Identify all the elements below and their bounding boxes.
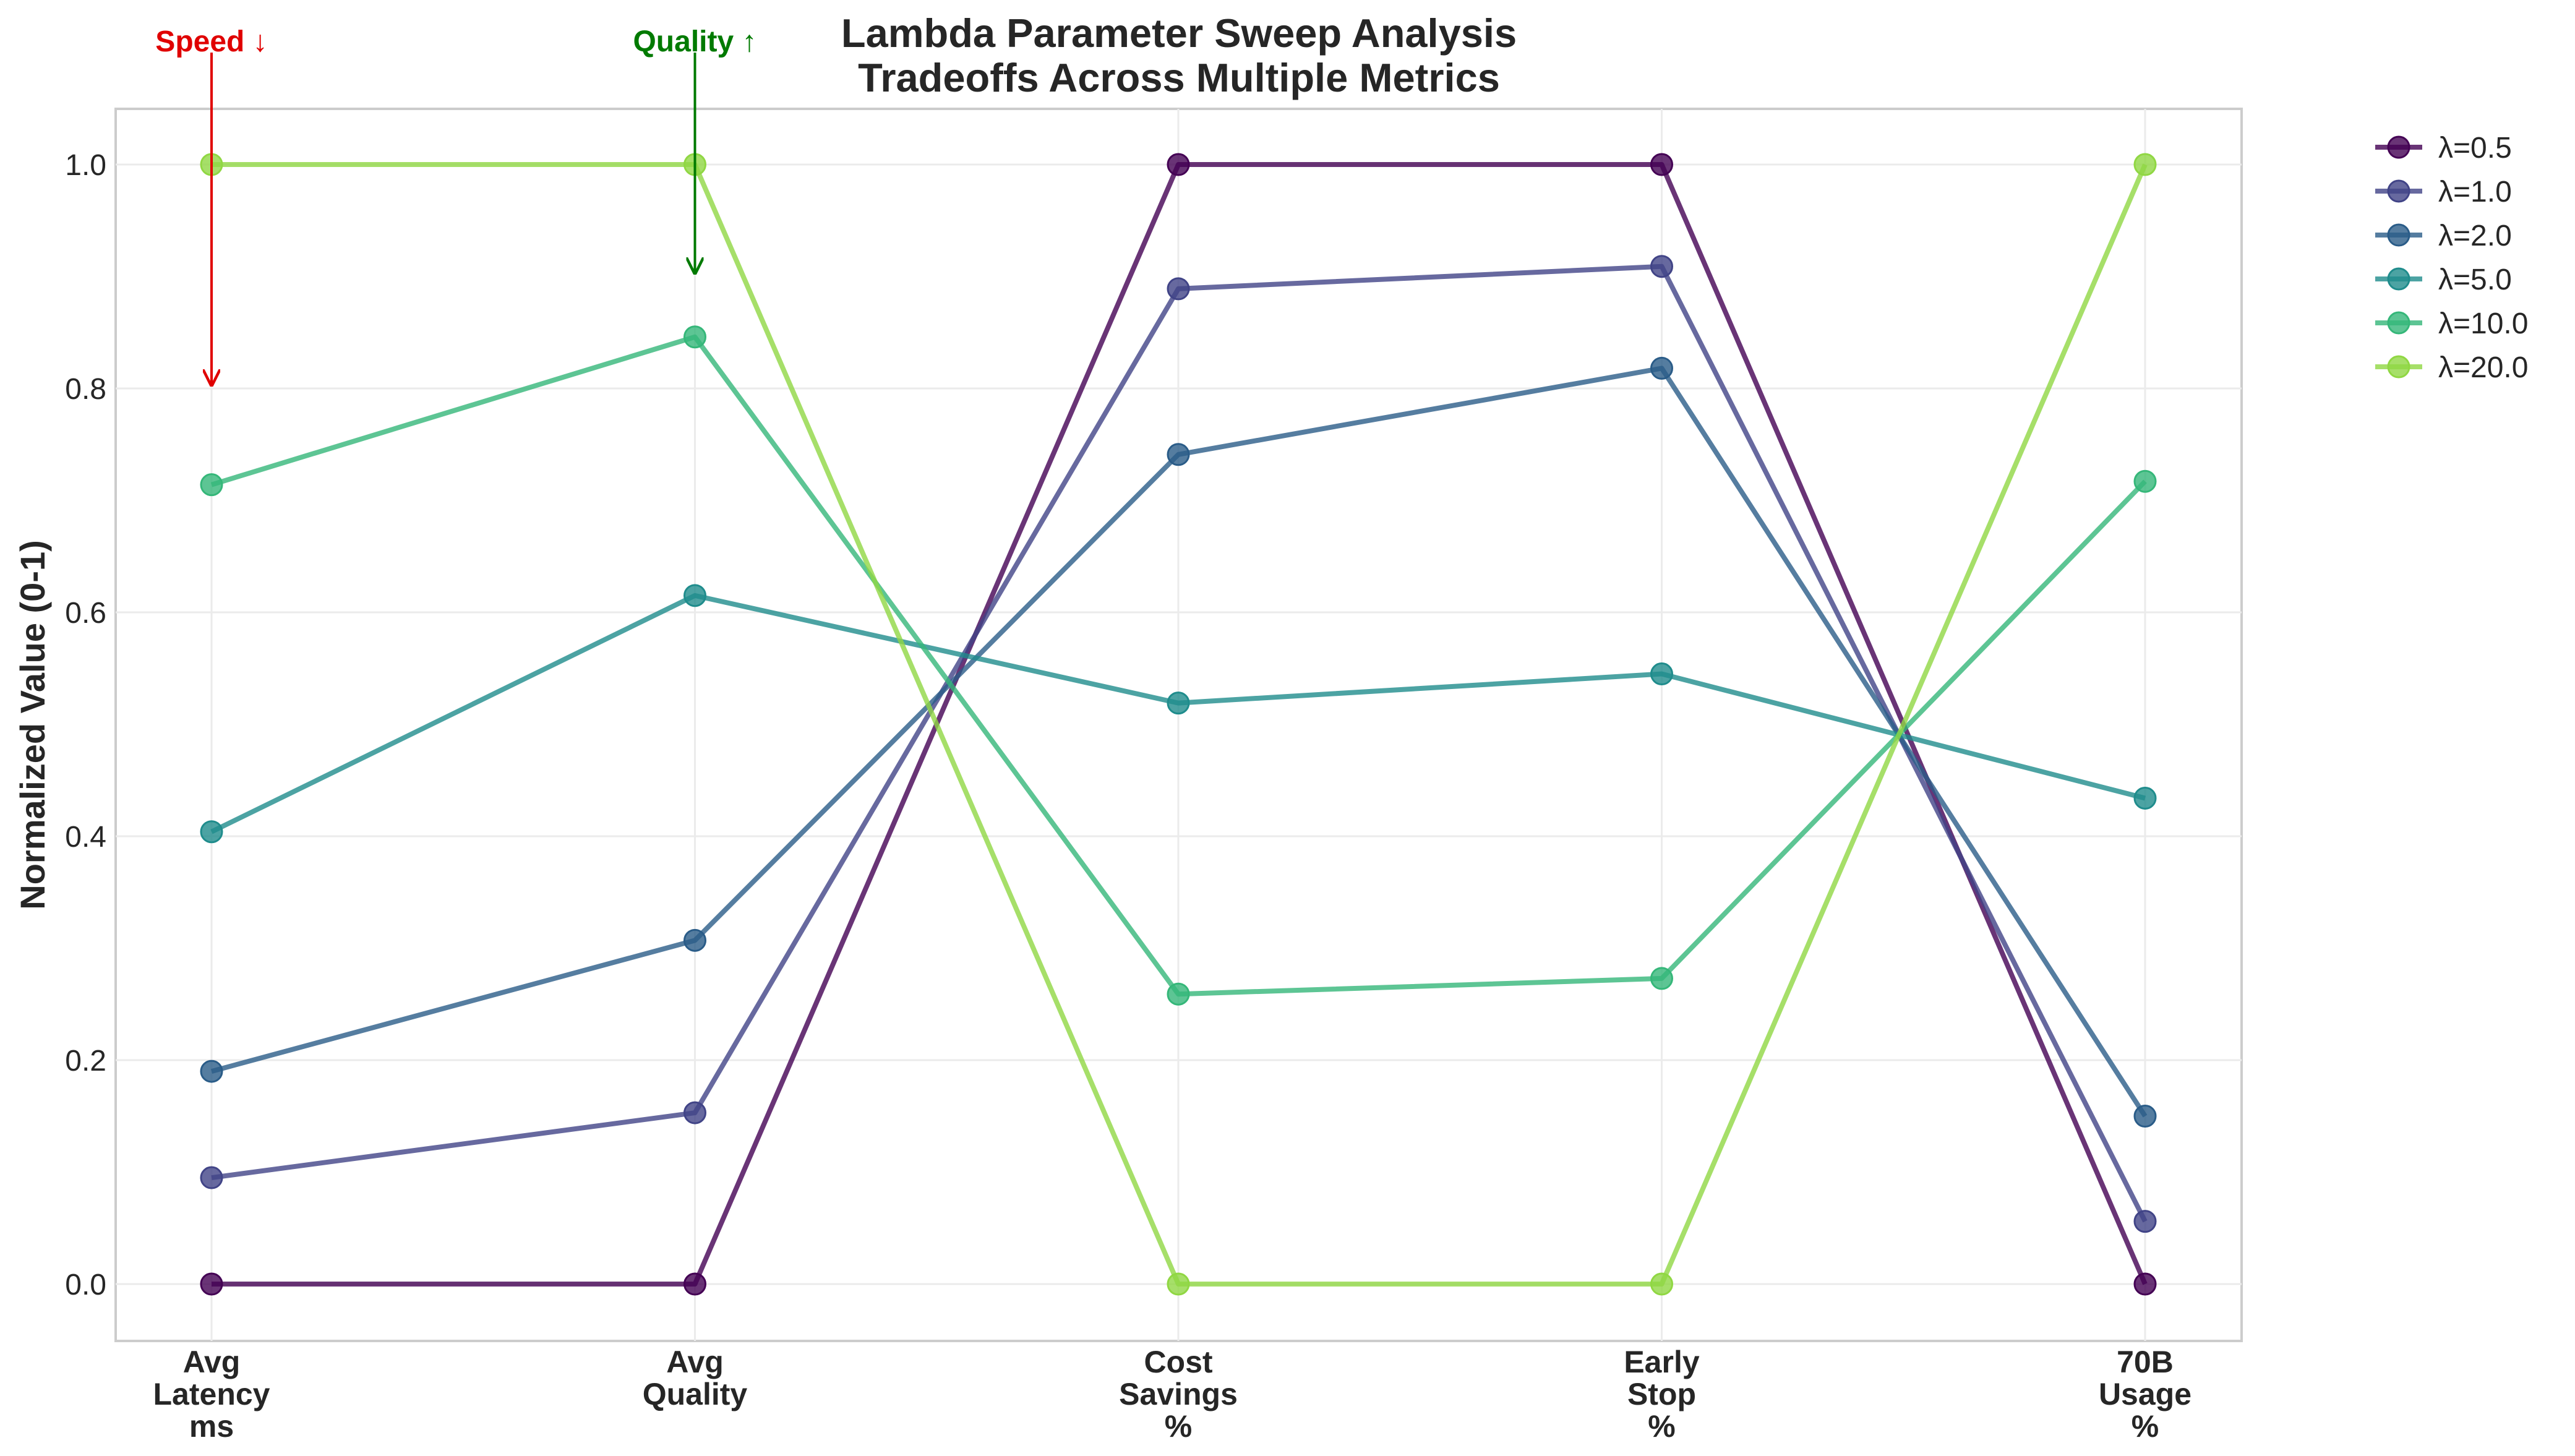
annotation-0: Speed ↓ (155, 25, 268, 385)
series-4 (200, 325, 2157, 1006)
legend: λ=0.5 λ=1.0 λ=2.0 λ=5.0 λ=10.0 λ=20.0 (2375, 132, 2528, 384)
legend-label: λ=5.0 (2438, 263, 2512, 296)
series-0 (200, 153, 2157, 1296)
legend-marker (2387, 135, 2410, 159)
x-tick-label: Avg Quality (643, 1345, 748, 1411)
x-tick-label: 70B Usage% (2099, 1345, 2192, 1444)
data-point (2133, 1272, 2157, 1296)
y-tick-label: 0.2 (65, 1045, 106, 1077)
data-point (200, 1272, 223, 1296)
legend-label: λ=1.0 (2438, 176, 2512, 208)
data-point (2133, 469, 2157, 493)
data-point (1167, 692, 1190, 715)
data-point (2133, 1105, 2157, 1128)
data-point (683, 325, 706, 349)
data-point (1167, 153, 1190, 176)
legend-item: λ=2.0 (2375, 220, 2512, 252)
data-point (683, 584, 706, 607)
y-axis-label: Normalized Value (0-1) (13, 540, 52, 910)
data-point (200, 1166, 223, 1189)
y-tick-label: 0.0 (65, 1269, 106, 1301)
legend-item: λ=20.0 (2375, 351, 2528, 384)
y-tick-label: 0.4 (65, 821, 106, 854)
data-point (1650, 967, 1673, 990)
legend-marker (2387, 179, 2410, 203)
legend-label: λ=20.0 (2438, 351, 2528, 384)
y-tick-label: 0.8 (65, 373, 106, 406)
data-point (2133, 153, 2157, 176)
data-point (1167, 982, 1190, 1006)
legend-marker (2387, 267, 2410, 291)
data-point (1650, 255, 1673, 278)
chart-title: Lambda Parameter Sweep Analysis (841, 11, 1517, 56)
data-point (2133, 786, 2157, 810)
data-point (200, 1060, 223, 1083)
series-2 (200, 356, 2157, 1128)
legend-marker (2387, 355, 2410, 379)
data-point (200, 820, 223, 844)
legend-item: λ=0.5 (2375, 132, 2512, 165)
legend-item: λ=10.0 (2375, 307, 2528, 340)
data-point (1650, 153, 1673, 176)
y-tick-label: 1.0 (65, 149, 106, 182)
chart-subtitle: Tradeoffs Across Multiple Metrics (858, 55, 1500, 100)
x-axis-ticks: Avg Latency ms Avg Quality Cost Savings % Early S… (153, 1345, 2192, 1444)
data-point (683, 1272, 706, 1296)
annotation-1: Quality ↑ (633, 25, 757, 273)
data-point (1650, 356, 1673, 380)
data-point (1167, 277, 1190, 301)
legend-marker (2387, 311, 2410, 335)
annotations: Speed ↓ Quality ↑ (155, 25, 757, 385)
series-1 (200, 255, 2157, 1233)
series-5 (200, 153, 2157, 1296)
series-3 (200, 584, 2157, 844)
data-point (1167, 443, 1190, 466)
series-lines (200, 153, 2157, 1296)
y-tick-label: 0.6 (65, 597, 106, 630)
data-point (683, 928, 706, 952)
data-point (1650, 1272, 1673, 1296)
legend-label: λ=2.0 (2438, 220, 2512, 252)
x-tick-label: Cost Savings% (1119, 1345, 1238, 1444)
data-point (683, 1101, 706, 1124)
x-tick-label: Avg Latency ms (153, 1345, 270, 1444)
data-point (1650, 662, 1673, 686)
legend-label: λ=10.0 (2438, 307, 2528, 340)
legend-marker (2387, 223, 2410, 247)
y-axis-ticks: 0.0 0.2 0.4 0.6 0.8 1.0 (65, 149, 106, 1301)
legend-item: λ=5.0 (2375, 263, 2512, 296)
data-point (2133, 1210, 2157, 1233)
legend-item: λ=1.0 (2375, 176, 2512, 208)
legend-label: λ=0.5 (2438, 132, 2512, 165)
data-point (200, 473, 223, 497)
data-point (1167, 1272, 1190, 1296)
x-tick-label: Early Stop% (1624, 1345, 1700, 1444)
